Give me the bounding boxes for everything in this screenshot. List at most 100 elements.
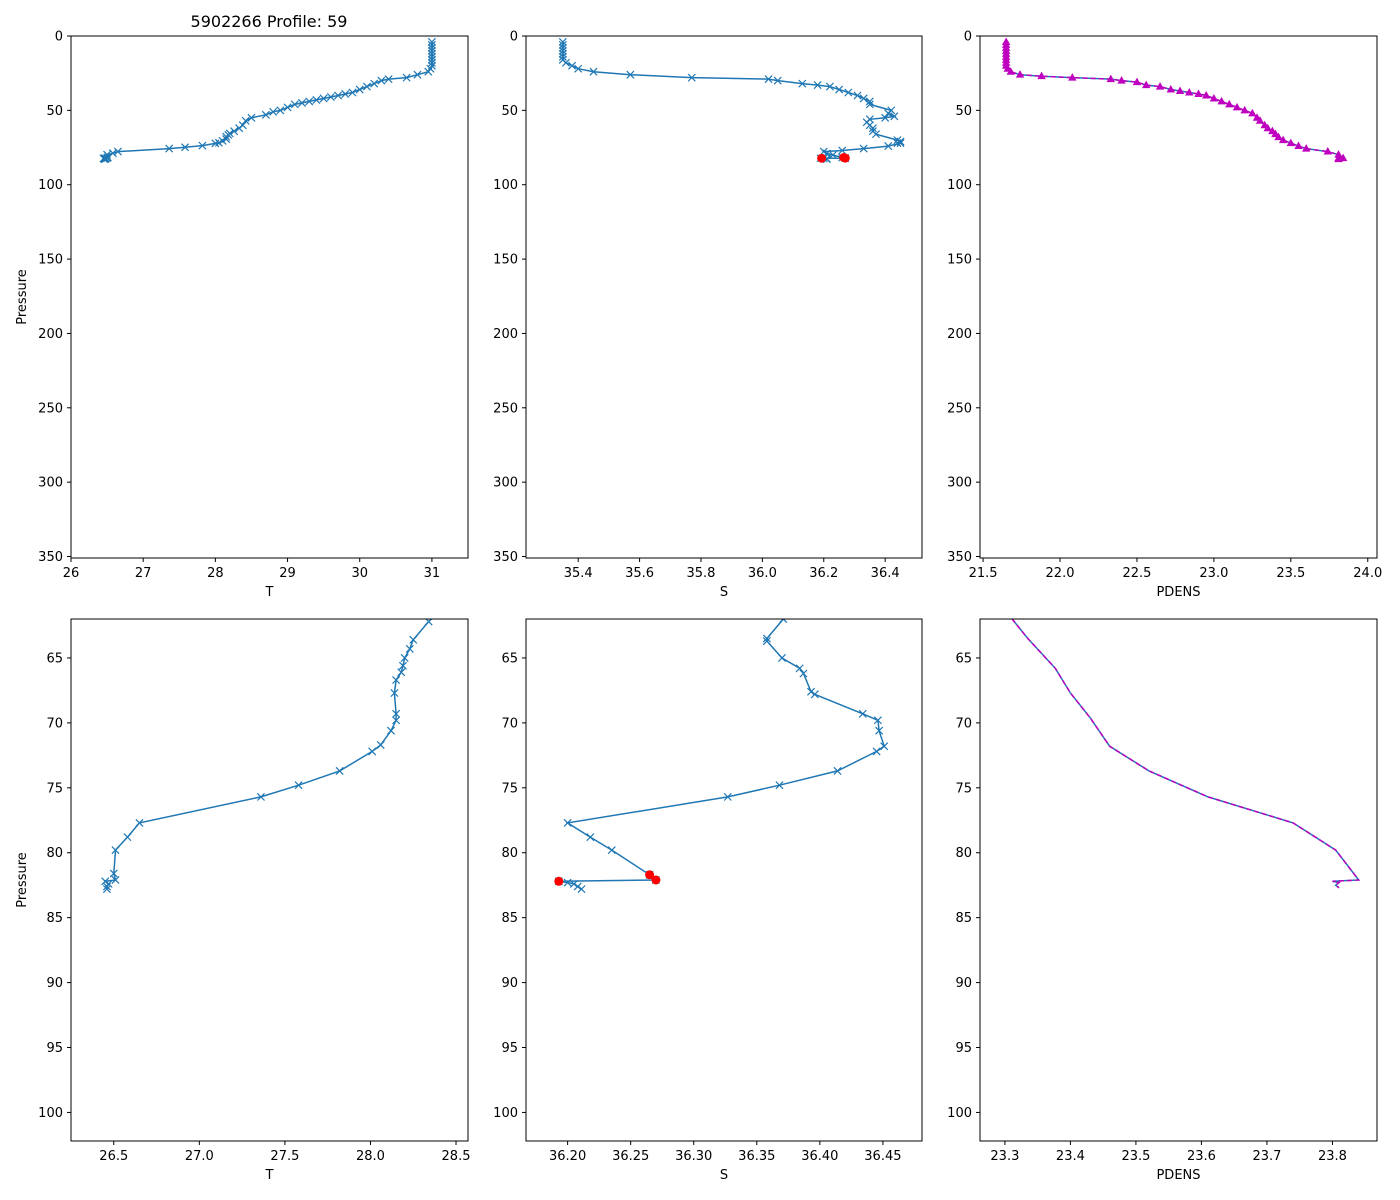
data-point-triangle (1323, 147, 1332, 155)
data-point-triangle (1132, 77, 1142, 86)
data-point-x (875, 726, 884, 735)
data-point-x (569, 879, 578, 888)
y-tick-label: 50 (46, 104, 63, 119)
x-axis-label: S (720, 585, 728, 600)
data-point-x (577, 885, 586, 894)
x-tick-label: 27 (135, 566, 152, 581)
data-point-triangle (1248, 108, 1257, 117)
y-tick-label: 75 (955, 781, 972, 796)
flagged-point (554, 876, 564, 886)
data-point-x (135, 818, 144, 827)
panel-bottom-right: 23.3 23.4 23.5 23.6 23.7 23.8 65 70 75 80 85 90 95 10… (947, 618, 1378, 1183)
data-point-x (409, 635, 418, 644)
data-point-x (833, 766, 842, 775)
data-point-x (723, 792, 732, 801)
y-tick-label: 80 (46, 846, 63, 861)
y-tick-label: 70 (955, 716, 972, 731)
data-point-x (558, 49, 567, 58)
x-tick-label: 23.5 (1121, 1149, 1150, 1164)
y-tick-label: 95 (46, 1041, 63, 1056)
y-tick-label: 200 (38, 327, 63, 342)
data-point-x (261, 110, 270, 119)
data-point-x (256, 792, 265, 801)
data-point-triangle (1155, 82, 1165, 90)
x-tick-label: 23.3 (990, 1149, 1019, 1164)
data-point-triangle (1209, 93, 1219, 102)
data-point-x (111, 875, 120, 885)
plot-area (554, 619, 889, 894)
data-point-x (341, 89, 350, 99)
data-point-x (779, 619, 788, 624)
y-tick-label: 70 (46, 716, 63, 731)
data-point-triangle (1201, 90, 1211, 99)
data-point-x (558, 37, 567, 46)
axes-frame (525, 618, 923, 1142)
y-tick-label: 350 (38, 550, 63, 565)
data-point-x (884, 142, 893, 151)
data-point-x (370, 79, 379, 88)
data-point-triangle (1255, 116, 1265, 124)
y-tick-label: 0 (55, 30, 63, 45)
x-axis-label: T (265, 1168, 274, 1183)
data-point-x (211, 139, 220, 148)
y-tick-label: 95 (501, 1041, 518, 1056)
data-point-x (102, 882, 111, 891)
y-tick-label: 75 (46, 781, 63, 796)
data-point-x (573, 882, 582, 891)
x-tick-label: 29 (279, 566, 296, 581)
y-tick-label: 350 (947, 550, 972, 565)
y-tick-label: 85 (501, 911, 518, 926)
data-point-x (326, 92, 335, 101)
y-axis-label: Pressure (15, 852, 30, 908)
data-point-triangle (1106, 74, 1115, 83)
data-point-x (873, 716, 882, 725)
data-point-x (181, 143, 190, 152)
data-point-triangle (1302, 144, 1311, 152)
data-point-triangle (1286, 138, 1296, 147)
data-point-x (319, 94, 328, 103)
y-tick-label: 300 (947, 476, 972, 491)
data-point-triangle (1166, 85, 1176, 93)
x-tick-label: 23.7 (1252, 1149, 1281, 1164)
x-tick-label: 36.25 (612, 1149, 649, 1164)
x-tick-label: 26.5 (99, 1149, 128, 1164)
y-tick-label: 65 (501, 651, 518, 666)
data-point-x (568, 61, 577, 70)
y-tick-label: 90 (501, 976, 518, 991)
data-point-x (392, 676, 401, 685)
data-point-triangle (1068, 73, 1077, 81)
data-point-x (397, 668, 406, 677)
x-tick-label: 28.0 (356, 1149, 385, 1164)
data-point-x (376, 740, 385, 749)
axes-frame (525, 35, 923, 559)
data-point-triangle (1334, 154, 1343, 163)
flagged-point (817, 153, 827, 163)
data-point-x (762, 634, 771, 643)
axes-frame (979, 35, 1378, 559)
data-point-x (398, 661, 407, 670)
y-tick-label: 100 (947, 178, 972, 193)
data-point-triangle (1037, 71, 1046, 80)
x-tick-label: 36.2 (809, 566, 838, 581)
data-point-x (865, 97, 874, 106)
data-point-x (607, 846, 616, 855)
y-tick-label: 65 (955, 651, 972, 666)
data-point-x (890, 112, 899, 121)
x-tick-label: 23.8 (1318, 1149, 1347, 1164)
data-point-x (390, 688, 399, 698)
data-point-x (427, 40, 436, 49)
y-tick-label: 85 (955, 911, 972, 926)
data-point-x (844, 88, 853, 97)
data-point-x (198, 141, 207, 150)
x-axis-label: T (265, 585, 274, 600)
data-point-x (427, 46, 436, 55)
data-point-x (868, 124, 877, 133)
data-point-x (427, 43, 436, 52)
panel-bottom-middle: 36.20 36.25 36.30 36.35 36.40 36.45 65 70 75 80 85… (493, 618, 923, 1183)
axes-frame (979, 618, 1378, 1142)
data-point-x (775, 781, 784, 790)
y-tick-label: 90 (955, 976, 972, 991)
x-tick-label: 36.40 (801, 1149, 838, 1164)
y-tick-label: 300 (38, 476, 63, 491)
series-line-pdens-dashed (1005, 41, 1346, 160)
